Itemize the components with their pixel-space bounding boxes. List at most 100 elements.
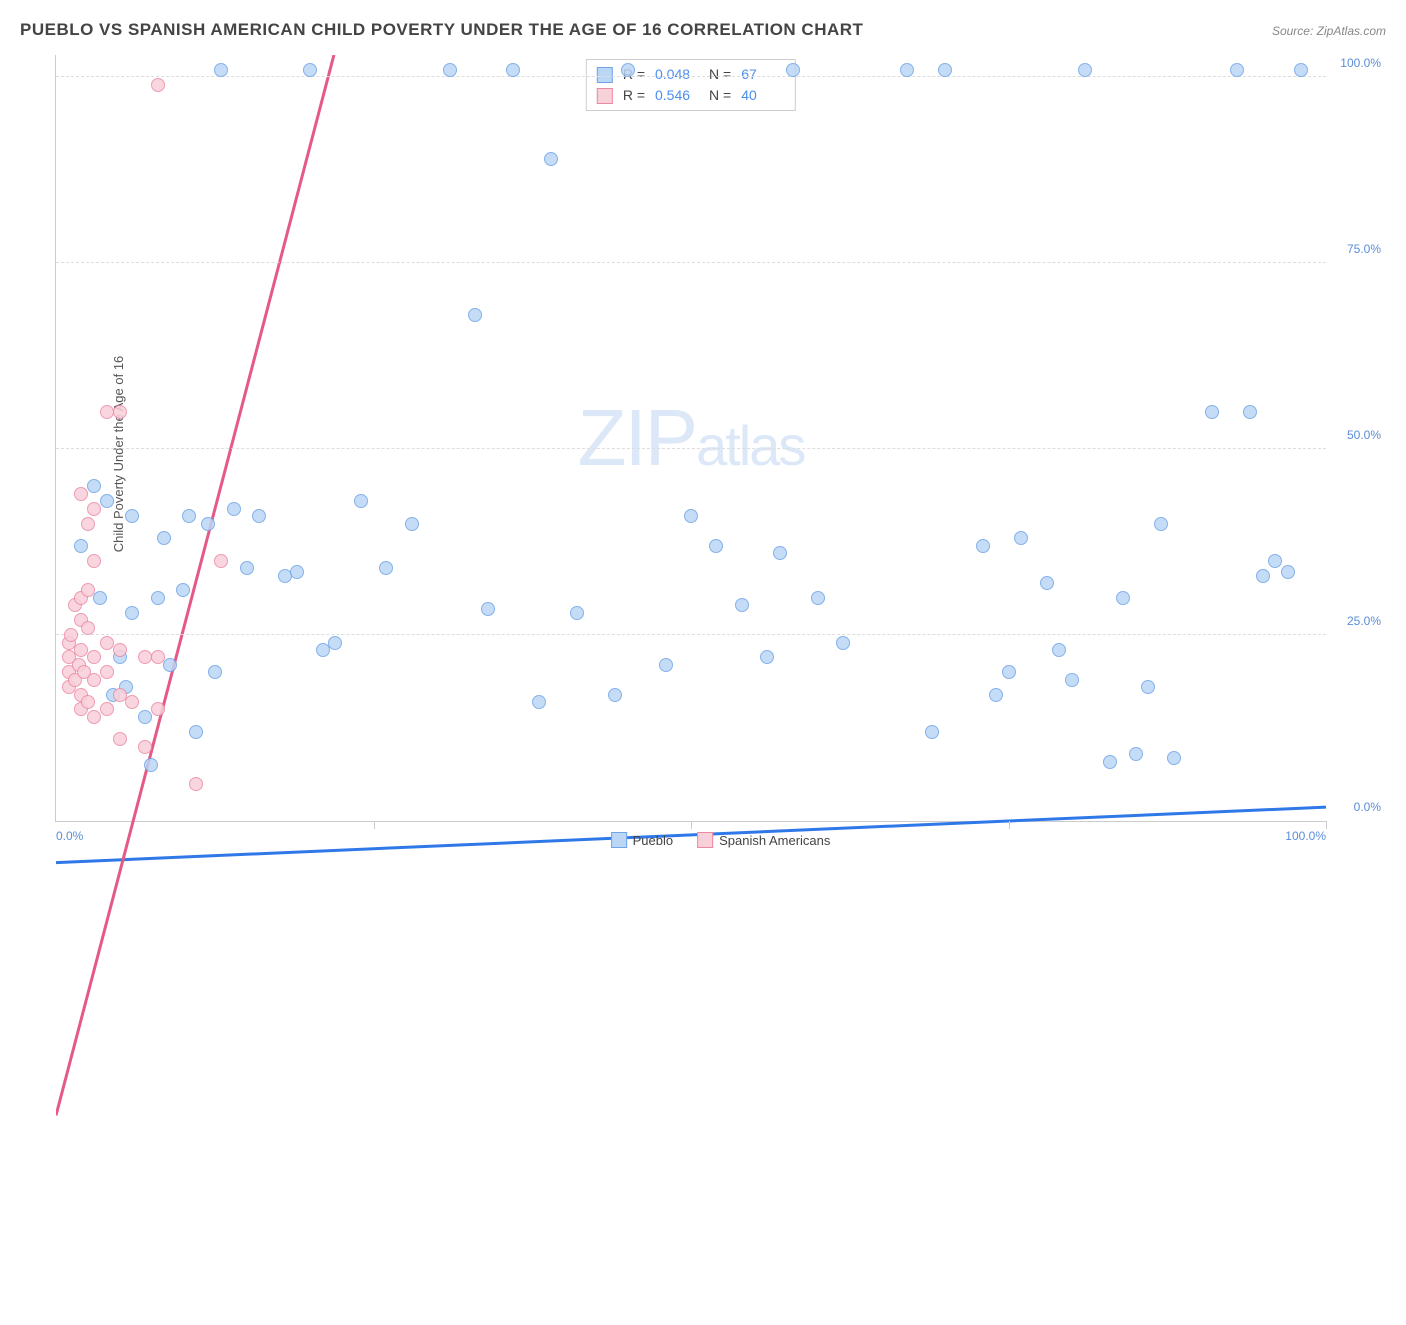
data-point bbox=[113, 405, 127, 419]
x-tick-label: 100.0% bbox=[1285, 829, 1326, 843]
data-point bbox=[544, 152, 558, 166]
legend-label: Spanish Americans bbox=[719, 833, 830, 848]
series-swatch bbox=[597, 88, 613, 104]
data-point bbox=[151, 650, 165, 664]
chart-area: Child Poverty Under the Age of 16 ZIPatl… bbox=[55, 55, 1386, 852]
data-point bbox=[481, 602, 495, 616]
data-point bbox=[113, 732, 127, 746]
data-point bbox=[125, 509, 139, 523]
data-point bbox=[354, 494, 368, 508]
y-tick-label: 75.0% bbox=[1347, 242, 1381, 256]
stat-n-label: N = bbox=[709, 64, 731, 85]
data-point bbox=[570, 606, 584, 620]
data-point bbox=[138, 710, 152, 724]
data-point bbox=[786, 63, 800, 77]
data-point bbox=[157, 531, 171, 545]
data-point bbox=[144, 758, 158, 772]
stat-n-value: 67 bbox=[741, 64, 785, 85]
data-point bbox=[405, 517, 419, 531]
data-point bbox=[64, 628, 78, 642]
legend-swatch bbox=[697, 832, 713, 848]
series-swatch bbox=[597, 67, 613, 83]
data-point bbox=[87, 650, 101, 664]
data-point bbox=[925, 725, 939, 739]
data-point bbox=[506, 63, 520, 77]
legend-item: Spanish Americans bbox=[697, 832, 830, 848]
data-point bbox=[87, 673, 101, 687]
data-point bbox=[379, 561, 393, 575]
legend-item: Pueblo bbox=[611, 832, 673, 848]
stat-r-value: 0.546 bbox=[655, 85, 699, 106]
data-point bbox=[773, 546, 787, 560]
data-point bbox=[1256, 569, 1270, 583]
data-point bbox=[81, 621, 95, 635]
data-point bbox=[113, 643, 127, 657]
x-tick-label: 0.0% bbox=[56, 829, 83, 843]
data-point bbox=[1268, 554, 1282, 568]
gridline bbox=[56, 448, 1326, 449]
legend-swatch bbox=[611, 832, 627, 848]
data-point bbox=[93, 591, 107, 605]
data-point bbox=[87, 710, 101, 724]
data-point bbox=[163, 658, 177, 672]
data-point bbox=[100, 702, 114, 716]
data-point bbox=[81, 583, 95, 597]
y-tick-label: 100.0% bbox=[1340, 56, 1381, 70]
source-label: Source: ZipAtlas.com bbox=[1272, 24, 1386, 38]
data-point bbox=[735, 598, 749, 612]
data-point bbox=[201, 517, 215, 531]
data-point bbox=[151, 78, 165, 92]
data-point bbox=[1205, 405, 1219, 419]
data-point bbox=[1129, 747, 1143, 761]
stat-n-value: 40 bbox=[741, 85, 785, 106]
data-point bbox=[1141, 680, 1155, 694]
data-point bbox=[81, 695, 95, 709]
data-point bbox=[532, 695, 546, 709]
data-point bbox=[1040, 576, 1054, 590]
data-point bbox=[443, 63, 457, 77]
stat-r-value: 0.048 bbox=[655, 64, 699, 85]
chart-header: PUEBLO VS SPANISH AMERICAN CHILD POVERTY… bbox=[20, 20, 1386, 40]
data-point bbox=[303, 63, 317, 77]
series-legend: Pueblo Spanish Americans bbox=[611, 832, 831, 848]
data-point bbox=[100, 665, 114, 679]
data-point bbox=[760, 650, 774, 664]
data-point bbox=[176, 583, 190, 597]
data-point bbox=[684, 509, 698, 523]
data-point bbox=[74, 487, 88, 501]
data-point bbox=[938, 63, 952, 77]
data-point bbox=[182, 509, 196, 523]
data-point bbox=[1294, 63, 1308, 77]
data-point bbox=[1116, 591, 1130, 605]
data-point bbox=[1002, 665, 1016, 679]
watermark-sub: atlas bbox=[696, 413, 804, 478]
data-point bbox=[1167, 751, 1181, 765]
watermark-main: ZIP bbox=[578, 392, 696, 484]
legend-label: Pueblo bbox=[633, 833, 673, 848]
stats-legend: R = 0.048 N = 67R = 0.546 N = 40 bbox=[586, 59, 796, 111]
data-point bbox=[87, 554, 101, 568]
data-point bbox=[1243, 405, 1257, 419]
data-point bbox=[125, 606, 139, 620]
data-point bbox=[125, 695, 139, 709]
data-point bbox=[836, 636, 850, 650]
gridline bbox=[56, 634, 1326, 635]
data-point bbox=[900, 63, 914, 77]
data-point bbox=[290, 565, 304, 579]
data-point bbox=[151, 591, 165, 605]
data-point bbox=[214, 63, 228, 77]
trend-lines bbox=[56, 55, 1326, 1325]
stat-r-label: R = bbox=[623, 85, 645, 106]
data-point bbox=[138, 740, 152, 754]
gridline bbox=[56, 76, 1326, 77]
data-point bbox=[74, 539, 88, 553]
chart-title: PUEBLO VS SPANISH AMERICAN CHILD POVERTY… bbox=[20, 20, 863, 40]
data-point bbox=[1065, 673, 1079, 687]
data-point bbox=[252, 509, 266, 523]
data-point bbox=[1154, 517, 1168, 531]
data-point bbox=[1014, 531, 1028, 545]
data-point bbox=[189, 725, 203, 739]
stat-n-label: N = bbox=[709, 85, 731, 106]
stats-row: R = 0.546 N = 40 bbox=[597, 85, 785, 106]
data-point bbox=[100, 494, 114, 508]
